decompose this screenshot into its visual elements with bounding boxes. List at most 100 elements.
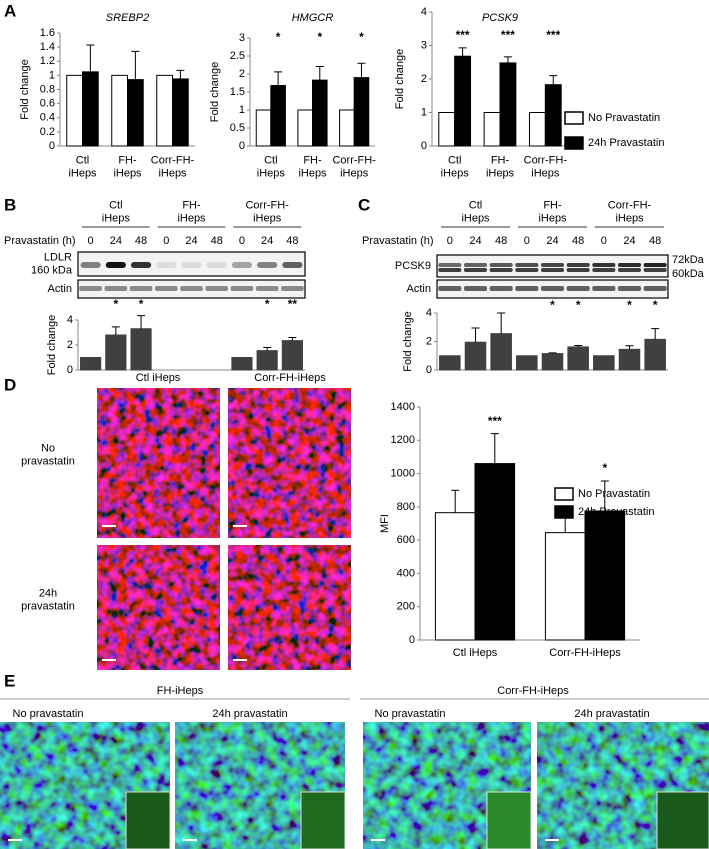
blot-band <box>255 286 279 291</box>
bar <box>490 333 512 371</box>
y-tick-label: 0.5 <box>230 122 245 134</box>
significance: *** <box>456 28 470 42</box>
significance: *** <box>546 28 560 42</box>
bar <box>82 71 99 147</box>
y-tick-label: 1 <box>421 106 427 118</box>
x-tick-label: 0 <box>239 235 245 247</box>
y-tick-label: 1200 <box>391 434 415 446</box>
group-label: FH-iHeps <box>157 685 204 697</box>
legend-swatch <box>554 487 574 501</box>
blot-band <box>154 286 178 291</box>
x-tick-label: 0 <box>447 235 453 247</box>
chart-title: HMGCR <box>292 12 334 24</box>
bar <box>438 112 456 147</box>
y-tick-label: 0 <box>67 364 73 376</box>
x-tick-label: 24 <box>261 235 273 247</box>
group-label: FH-iHeps <box>538 199 567 224</box>
bar <box>270 85 286 147</box>
y-tick-label: 1 <box>239 104 245 116</box>
bar <box>256 350 278 371</box>
y-tick-label: 0.6 <box>40 98 55 110</box>
significance: *** <box>501 28 515 42</box>
x-tick-label: Ctl iHeps <box>68 154 97 179</box>
blot-band <box>438 286 462 291</box>
x-tick-label: 48 <box>286 235 298 247</box>
y-tick-label: 1.4 <box>40 41 55 53</box>
blot-band <box>438 268 462 272</box>
y-tick-label: 0 <box>426 364 432 376</box>
y-tick-label: 400 <box>397 567 415 579</box>
bar <box>464 341 487 371</box>
y-tick-label: 0.2 <box>40 126 55 138</box>
blot-band <box>80 262 101 268</box>
band-label: Actin <box>48 283 72 295</box>
panel-letter: E <box>4 671 15 690</box>
y-axis-label: Fold change <box>209 62 221 123</box>
error-bar <box>274 71 283 86</box>
y-tick-label: 0 <box>49 140 55 152</box>
blot-band <box>180 286 203 291</box>
y-tick-label: 0.4 <box>40 112 55 124</box>
error-bar <box>651 328 660 340</box>
y-axis-label: Fold change <box>402 311 414 372</box>
y-tick-label: 200 <box>397 601 415 613</box>
micrograph <box>97 388 220 538</box>
y-tick-label: 1.6 <box>40 27 55 39</box>
error-bar <box>490 433 499 464</box>
bar <box>130 328 152 371</box>
blot-band <box>105 262 126 268</box>
blot-band <box>617 263 642 267</box>
x-tick-label: 0 <box>601 235 607 247</box>
bar <box>439 355 461 371</box>
significance: *** <box>488 414 502 428</box>
blot-band <box>566 286 590 291</box>
error-bar <box>357 62 366 78</box>
significance: * <box>576 298 581 312</box>
chart-title: PCSK9 <box>482 12 518 24</box>
bar <box>127 79 144 147</box>
legend-swatch <box>554 505 574 519</box>
y-tick-label: 1400 <box>391 401 415 413</box>
y-axis-label: MFI <box>379 514 391 533</box>
blot-band <box>643 263 667 267</box>
error-bar <box>625 345 634 350</box>
x-tick-label: 24 <box>185 235 197 247</box>
legend-label: 24h Pravastatin <box>588 137 664 149</box>
x-tick-label: 0 <box>163 235 169 247</box>
error-bar <box>548 352 557 354</box>
bar <box>483 112 501 147</box>
blot-band <box>231 262 253 268</box>
error-bar <box>315 65 324 81</box>
blot-band <box>438 263 462 267</box>
group-label: Corr-FH-iHeps <box>497 685 569 697</box>
blot-band <box>181 262 202 268</box>
error-bar <box>600 480 609 512</box>
group-label: Corr-FH-iHeps <box>608 199 652 224</box>
blot-band <box>130 262 152 268</box>
error-bar <box>263 347 272 351</box>
y-tick-label: 800 <box>397 501 415 513</box>
bar <box>156 74 173 147</box>
error-bar <box>131 50 140 80</box>
error-bar <box>451 489 460 513</box>
y-tick-label: 1.5 <box>230 86 245 98</box>
row-label: 24h pravastatin <box>21 587 75 612</box>
bar <box>499 62 517 147</box>
y-tick-label: 0 <box>409 634 415 646</box>
marker-label: 72kDa <box>672 254 705 266</box>
bar <box>434 512 476 641</box>
blot-band <box>540 286 565 291</box>
blot-band <box>540 263 565 267</box>
x-tick-label: 48 <box>649 235 661 247</box>
error-bar <box>86 44 95 72</box>
significance: * <box>317 30 322 44</box>
bar <box>567 346 589 371</box>
blot-band <box>643 268 667 272</box>
inset <box>125 791 171 849</box>
blot-band <box>617 286 642 291</box>
error-bar <box>503 56 512 63</box>
significance: * <box>113 297 118 311</box>
y-tick-label: 3 <box>421 39 427 51</box>
time-label: Pravastatin (h) <box>362 235 434 247</box>
blot-band <box>230 286 254 291</box>
